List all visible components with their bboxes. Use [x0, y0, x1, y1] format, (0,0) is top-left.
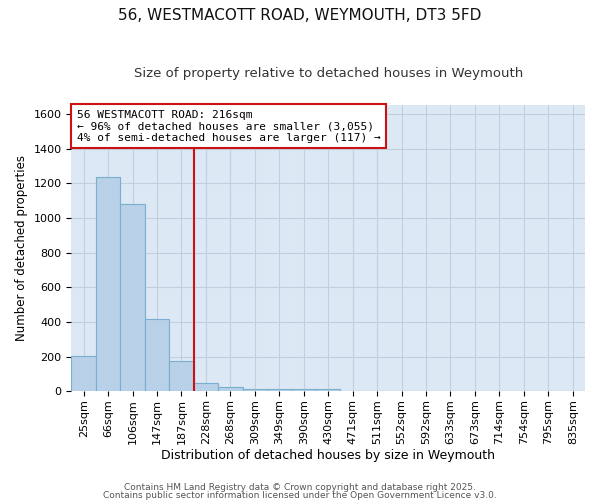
- Bar: [194, 382, 218, 391]
- Bar: [71, 356, 96, 391]
- Bar: [292, 388, 316, 391]
- Bar: [316, 388, 340, 391]
- X-axis label: Distribution of detached houses by size in Weymouth: Distribution of detached houses by size …: [161, 450, 495, 462]
- Bar: [96, 177, 121, 391]
- Bar: [267, 388, 292, 391]
- Text: Contains HM Land Registry data © Crown copyright and database right 2025.: Contains HM Land Registry data © Crown c…: [124, 484, 476, 492]
- Text: 56 WESTMACOTT ROAD: 216sqm
← 96% of detached houses are smaller (3,055)
4% of se: 56 WESTMACOTT ROAD: 216sqm ← 96% of deta…: [77, 110, 380, 143]
- Text: 56, WESTMACOTT ROAD, WEYMOUTH, DT3 5FD: 56, WESTMACOTT ROAD, WEYMOUTH, DT3 5FD: [118, 8, 482, 22]
- Bar: [218, 387, 242, 391]
- Bar: [145, 320, 169, 391]
- Title: Size of property relative to detached houses in Weymouth: Size of property relative to detached ho…: [134, 68, 523, 80]
- Bar: [242, 388, 267, 391]
- Bar: [121, 204, 145, 391]
- Bar: [169, 361, 194, 391]
- Y-axis label: Number of detached properties: Number of detached properties: [15, 155, 28, 341]
- Text: Contains public sector information licensed under the Open Government Licence v3: Contains public sector information licen…: [103, 490, 497, 500]
